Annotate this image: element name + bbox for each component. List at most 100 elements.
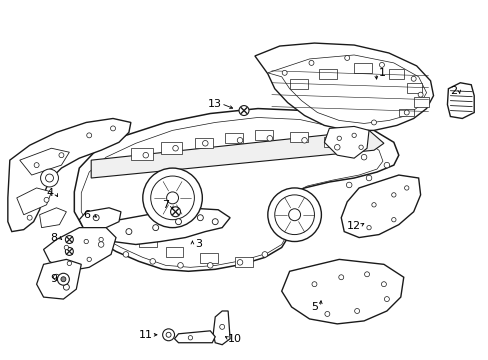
Circle shape <box>163 329 174 341</box>
Polygon shape <box>79 208 121 228</box>
Circle shape <box>417 92 422 97</box>
Circle shape <box>61 277 66 282</box>
Polygon shape <box>113 228 131 238</box>
Circle shape <box>381 282 386 287</box>
Polygon shape <box>139 238 156 247</box>
Circle shape <box>41 169 59 187</box>
Polygon shape <box>289 132 307 142</box>
Circle shape <box>334 144 339 150</box>
Polygon shape <box>81 117 382 267</box>
Polygon shape <box>398 109 413 117</box>
Text: 8: 8 <box>50 233 57 243</box>
Circle shape <box>98 242 103 247</box>
Circle shape <box>404 110 408 115</box>
Circle shape <box>288 209 300 221</box>
Polygon shape <box>353 63 371 73</box>
Polygon shape <box>200 253 218 264</box>
Circle shape <box>391 193 395 197</box>
Polygon shape <box>224 133 243 143</box>
Text: 9: 9 <box>50 274 57 284</box>
Circle shape <box>44 197 49 202</box>
Circle shape <box>354 309 359 314</box>
Circle shape <box>142 168 202 228</box>
Circle shape <box>346 182 351 188</box>
Circle shape <box>64 245 68 249</box>
Circle shape <box>274 195 314 235</box>
Polygon shape <box>324 126 368 158</box>
Circle shape <box>27 215 32 220</box>
Circle shape <box>110 126 115 131</box>
Text: 5: 5 <box>310 302 317 312</box>
Circle shape <box>301 138 306 143</box>
Circle shape <box>34 163 39 168</box>
Text: 13: 13 <box>208 99 222 109</box>
Circle shape <box>207 262 213 268</box>
Circle shape <box>150 258 155 264</box>
Circle shape <box>282 70 286 75</box>
Text: 4: 4 <box>46 188 53 198</box>
Circle shape <box>266 136 272 141</box>
Circle shape <box>202 140 208 146</box>
Circle shape <box>177 262 183 268</box>
Polygon shape <box>91 130 383 178</box>
Circle shape <box>84 239 88 244</box>
Circle shape <box>59 153 64 158</box>
Circle shape <box>67 261 71 266</box>
Circle shape <box>410 76 415 81</box>
Circle shape <box>65 247 73 255</box>
Circle shape <box>379 62 384 67</box>
Circle shape <box>267 188 321 242</box>
Text: 6: 6 <box>83 210 91 220</box>
Text: 2: 2 <box>449 86 456 96</box>
Circle shape <box>237 138 243 143</box>
Circle shape <box>371 120 376 125</box>
Circle shape <box>65 235 73 243</box>
Circle shape <box>212 219 218 225</box>
Circle shape <box>126 229 132 235</box>
Circle shape <box>384 297 388 302</box>
Circle shape <box>197 215 203 221</box>
Polygon shape <box>213 311 230 345</box>
Circle shape <box>45 174 53 182</box>
Circle shape <box>166 332 171 337</box>
Circle shape <box>336 136 341 140</box>
Circle shape <box>404 186 408 190</box>
Polygon shape <box>324 137 342 147</box>
Circle shape <box>364 272 369 277</box>
Polygon shape <box>165 247 183 257</box>
Circle shape <box>239 105 248 116</box>
Polygon shape <box>319 69 337 79</box>
Text: 11: 11 <box>139 330 152 340</box>
Circle shape <box>361 154 366 160</box>
Circle shape <box>324 311 329 316</box>
Text: 7: 7 <box>162 200 169 210</box>
Polygon shape <box>235 257 252 267</box>
Circle shape <box>175 219 181 225</box>
Circle shape <box>170 207 180 217</box>
Circle shape <box>87 257 91 262</box>
Circle shape <box>262 252 267 257</box>
Polygon shape <box>195 138 213 148</box>
Circle shape <box>53 274 60 280</box>
Circle shape <box>384 162 389 168</box>
Polygon shape <box>131 148 152 160</box>
Polygon shape <box>413 96 427 107</box>
Polygon shape <box>447 83 473 118</box>
Text: 1: 1 <box>378 68 385 78</box>
Text: 12: 12 <box>346 221 361 231</box>
Text: 3: 3 <box>194 239 202 249</box>
Circle shape <box>237 260 243 265</box>
Circle shape <box>219 324 224 329</box>
Circle shape <box>188 336 192 340</box>
Circle shape <box>172 145 178 151</box>
Polygon shape <box>267 55 426 123</box>
Polygon shape <box>254 43 433 130</box>
Circle shape <box>123 252 128 257</box>
Polygon shape <box>17 188 51 215</box>
Text: 10: 10 <box>227 334 242 344</box>
Circle shape <box>93 215 99 221</box>
Polygon shape <box>8 118 131 231</box>
Circle shape <box>150 176 194 220</box>
Circle shape <box>311 282 316 287</box>
Circle shape <box>371 203 375 207</box>
